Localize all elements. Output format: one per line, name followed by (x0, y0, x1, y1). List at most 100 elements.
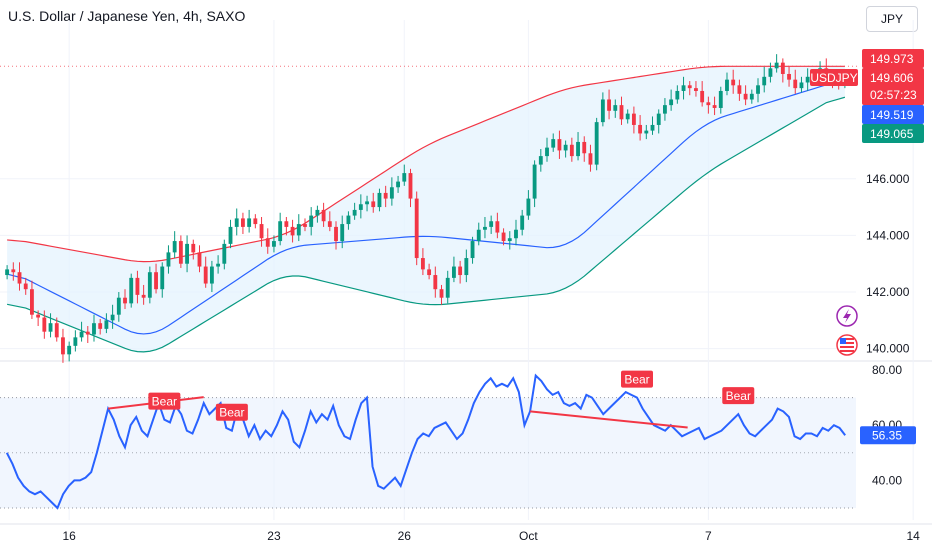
candle (346, 211, 351, 230)
chart-title: U.S. Dollar / Japanese Yen, 4h, SAXO (8, 8, 246, 24)
candle (191, 239, 196, 260)
candle (234, 208, 239, 236)
candle-body (700, 90, 705, 103)
candle-body (228, 226, 233, 244)
candle-body (116, 297, 121, 315)
bollinger-bands (6, 65, 846, 353)
candle-body (774, 62, 779, 69)
candle (532, 160, 537, 208)
candle-body (54, 323, 59, 338)
symbol-label-box (810, 69, 858, 86)
candle (644, 124, 649, 140)
mid-band-price-label-text: 149.519 (870, 108, 914, 122)
currency-button[interactable]: JPY (866, 6, 918, 32)
bear-label: Bear (722, 387, 755, 405)
candle (768, 62, 773, 83)
candle-body (644, 130, 649, 134)
candle (216, 255, 221, 274)
candle-body (141, 294, 146, 298)
candle-body (780, 62, 785, 74)
candle (284, 216, 289, 236)
candle-body (737, 85, 742, 94)
candle-body (85, 331, 90, 335)
candle (538, 149, 543, 172)
bear-label-box (148, 392, 181, 410)
candle (5, 265, 10, 280)
candle-body (607, 99, 611, 111)
last-price-label-text: 149.606 (870, 71, 914, 85)
upper-band-price-label: 149.973 (862, 49, 924, 68)
bear-label-box (621, 370, 653, 388)
candle (154, 263, 158, 294)
candle-body (619, 105, 624, 120)
candle-body (768, 68, 773, 77)
candle-body (5, 269, 10, 276)
candle (296, 214, 301, 242)
candle (203, 256, 208, 288)
candle-body (309, 215, 314, 227)
candle-body (787, 73, 791, 80)
candle (290, 219, 295, 243)
candle (588, 144, 593, 172)
candle (135, 270, 140, 304)
candle-body (402, 173, 407, 182)
candle (483, 216, 487, 239)
candle-body (365, 201, 369, 205)
last-price-label-box (862, 68, 924, 105)
candle (396, 175, 400, 193)
candle (222, 239, 227, 270)
candle (458, 260, 463, 284)
candle-body (731, 79, 736, 86)
candle-body (67, 345, 72, 355)
candle (526, 190, 531, 220)
candle (433, 266, 438, 298)
candle-body (507, 238, 512, 242)
candle (110, 304, 115, 329)
candle (669, 89, 674, 111)
rsi-value-label: 56.35 (860, 426, 916, 445)
candle-body (241, 218, 245, 227)
candle (675, 85, 680, 104)
bollinger-upper-line (7, 65, 845, 263)
candle (104, 313, 109, 334)
candle (737, 79, 742, 101)
time-tick-label: 26 (398, 529, 412, 543)
candle-body (129, 277, 134, 304)
mid-band-price-label-box (862, 105, 924, 124)
candle (731, 69, 736, 94)
candle (389, 177, 394, 206)
candle-body (17, 272, 22, 284)
candle (377, 188, 382, 212)
candle-body (216, 263, 221, 267)
candle-body (663, 105, 667, 114)
candle-body (346, 215, 351, 225)
candle-body (476, 229, 481, 242)
candle-body (458, 266, 463, 276)
candle-body (389, 187, 394, 199)
candle-body (147, 272, 152, 298)
candle-body (284, 221, 289, 227)
candle-body (762, 76, 767, 86)
indicator-icons (836, 305, 858, 356)
candle (749, 89, 754, 104)
candle-body (92, 323, 96, 335)
candle (334, 221, 338, 250)
candle-body (718, 90, 723, 108)
us-flag-stripe (840, 346, 854, 348)
candle (147, 266, 152, 304)
candle-body (520, 215, 525, 230)
candle (259, 216, 264, 247)
candle (638, 115, 643, 141)
candle (687, 81, 692, 96)
symbol-label: USDJPY (810, 69, 858, 86)
candle (166, 245, 171, 274)
upper-band-price-label-text: 149.973 (870, 52, 914, 66)
candle-body (799, 82, 804, 89)
candle (61, 328, 65, 363)
candle-body (172, 241, 177, 253)
candle (706, 96, 711, 114)
candle (420, 248, 425, 276)
candle (172, 231, 177, 259)
bollinger-mid-line (6, 81, 845, 335)
candle-body (669, 99, 674, 106)
